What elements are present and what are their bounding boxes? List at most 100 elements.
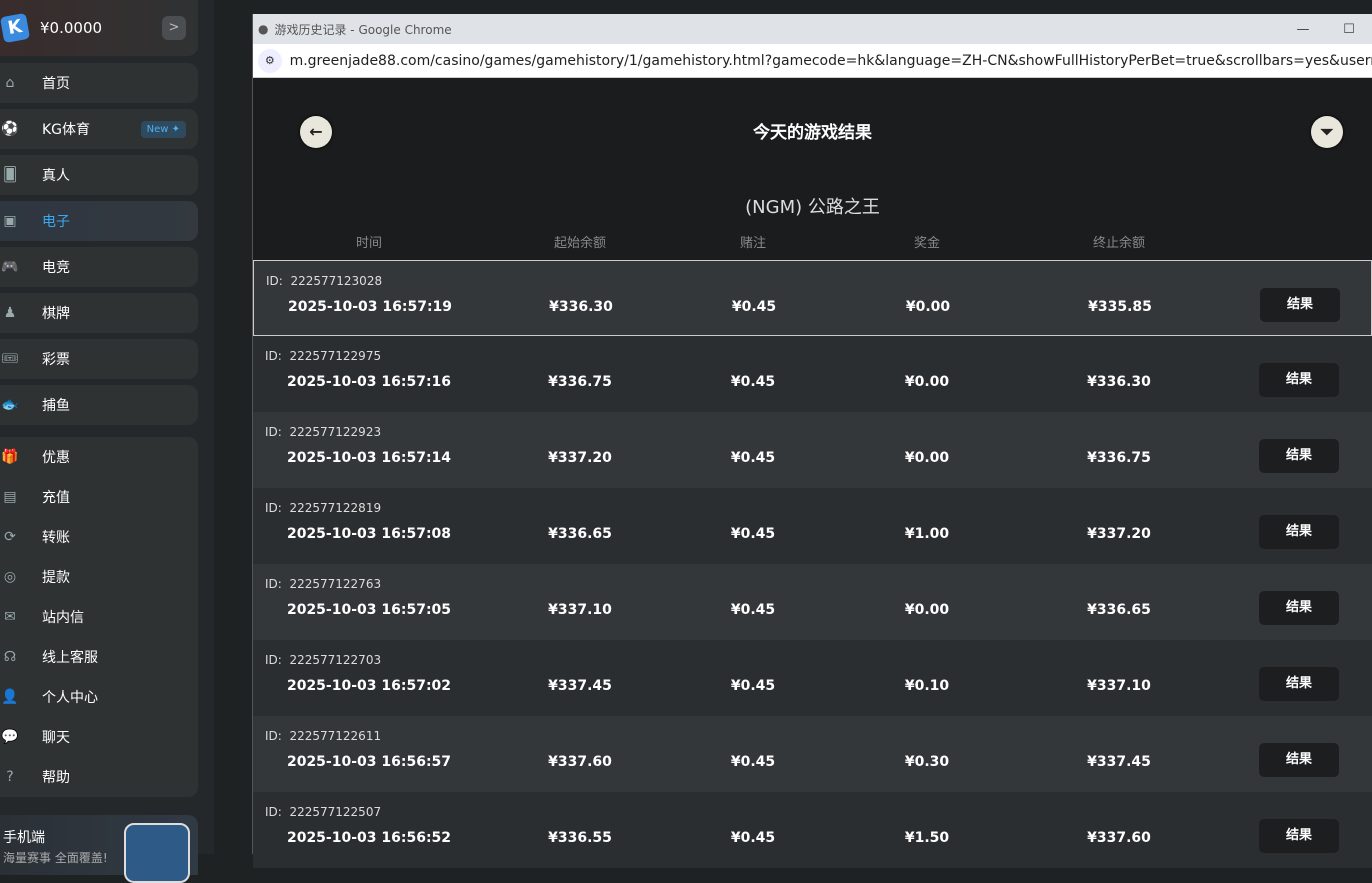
- history-row[interactable]: ID: 222577122923 2025-10-03 16:57:14 ¥33…: [253, 412, 1372, 488]
- menu-item-label: 聊天: [42, 730, 70, 746]
- round-id: ID: 222577122819: [265, 501, 382, 515]
- win: ¥0.00: [904, 450, 950, 466]
- sidebar-item-7[interactable]: 🐟 捕鱼: [0, 385, 198, 425]
- start-balance: ¥336.65: [548, 526, 612, 542]
- menu-item-0[interactable]: 🎁 优惠: [0, 437, 198, 477]
- page-title: 今天的游戏结果: [753, 123, 872, 143]
- history-row[interactable]: ID: 222577122975 2025-10-03 16:57:16 ¥33…: [253, 336, 1372, 412]
- filter-icon[interactable]: ⏷: [1311, 116, 1343, 148]
- gift-icon: 🎁: [1, 449, 19, 465]
- time: 2025-10-03 16:56:52: [286, 830, 452, 846]
- time: 2025-10-03 16:57:08: [286, 526, 452, 542]
- result-button[interactable]: 结果: [1259, 515, 1339, 549]
- history-row[interactable]: ID: 222577122507 2025-10-03 16:56:52 ¥33…: [253, 792, 1372, 868]
- wallet-icon: ▤: [3, 489, 17, 505]
- col-time: 时间: [355, 236, 383, 251]
- sidebar-item-6[interactable]: 🎟 彩票: [0, 339, 198, 379]
- history-row[interactable]: ID: 222577122819 2025-10-03 16:57:08 ¥33…: [253, 488, 1372, 564]
- menu-item-5[interactable]: ☊ 线上客服: [0, 637, 198, 677]
- sidebar-item-label: 彩票: [42, 352, 70, 368]
- win: ¥1.00: [904, 526, 950, 542]
- round-id: ID: 222577122611: [265, 729, 382, 743]
- bet: ¥0.45: [730, 678, 776, 694]
- round-id: ID: 222577122763: [265, 577, 382, 591]
- site-settings-icon[interactable]: ⚙: [258, 48, 282, 73]
- menu-item-6[interactable]: 👤 个人中心: [0, 677, 198, 717]
- end-balance: ¥337.60: [1087, 830, 1151, 846]
- start-balance: ¥337.45: [548, 678, 612, 694]
- menu-item-4[interactable]: ✉ 站内信: [0, 597, 198, 637]
- round-id: ID: 222577122923: [265, 425, 382, 439]
- chevron-right-icon[interactable]: >: [162, 16, 186, 40]
- win: ¥0.00: [904, 602, 950, 618]
- menu-item-label: 线上客服: [42, 650, 98, 666]
- round-id: ID: 222577122703: [265, 653, 382, 667]
- url[interactable]: m.greenjade88.com/casino/games/gamehisto…: [289, 52, 1372, 69]
- sidebar-item-2[interactable]: 🂠 真人: [0, 155, 198, 195]
- menu-item-3[interactable]: ◎ 提款: [0, 557, 198, 597]
- game-name: (NGM) 公路之王: [745, 197, 880, 218]
- sidebar-item-3[interactable]: ▣ 电子: [0, 201, 198, 241]
- mobile-app-promo[interactable]: 手机端 海量赛事 全面覆盖!: [0, 815, 198, 883]
- history-row[interactable]: ID: 222577122763 2025-10-03 16:57:05 ¥33…: [253, 564, 1372, 640]
- cards-icon: 🂠: [2, 167, 18, 183]
- win: ¥0.00: [904, 374, 950, 390]
- globe-icon: ●: [258, 22, 269, 36]
- help-icon: ?: [6, 769, 14, 785]
- history-row[interactable]: ID: 222577123028 2025-10-03 16:57:19 ¥33…: [253, 260, 1372, 336]
- minimize-button[interactable]: —: [1296, 21, 1310, 37]
- win: ¥1.50: [904, 830, 950, 846]
- menu-item-label: 转账: [42, 530, 70, 546]
- result-button[interactable]: 结果: [1259, 743, 1339, 777]
- result-button[interactable]: 结果: [1259, 591, 1339, 625]
- time: 2025-10-03 16:57:05: [286, 602, 452, 618]
- end-balance: ¥335.85: [1088, 299, 1152, 315]
- win: ¥0.10: [904, 678, 950, 694]
- history-row[interactable]: ID: 222577122703 2025-10-03 16:57:02 ¥33…: [253, 640, 1372, 716]
- sidebar-item-1[interactable]: ⚽ KG体育 New ✦: [0, 109, 198, 149]
- result-button[interactable]: 结果: [1259, 667, 1339, 701]
- menu-item-8[interactable]: ? 帮助: [0, 757, 198, 797]
- time: 2025-10-03 16:57:14: [286, 450, 452, 466]
- wallet-bar: K ¥0.0000 >: [0, 0, 198, 56]
- menu-item-label: 提款: [42, 570, 70, 586]
- end-balance: ¥336.75: [1087, 450, 1151, 466]
- balance: ¥0.0000: [40, 19, 103, 37]
- time: 2025-10-03 16:57:16: [286, 374, 452, 390]
- menu-item-7[interactable]: 💬 聊天: [0, 717, 198, 757]
- chat-icon: 💬: [1, 729, 19, 745]
- result-button[interactable]: 结果: [1259, 819, 1339, 853]
- promo-title: 手机端: [3, 830, 45, 846]
- back-arrow-icon[interactable]: ←: [300, 116, 332, 148]
- menu-item-label: 优惠: [42, 450, 70, 466]
- col-end-balance: 终止余额: [1092, 236, 1146, 251]
- home-icon: ⌂: [5, 75, 15, 91]
- sidebar-item-0[interactable]: ⌂ 首页: [0, 63, 198, 103]
- result-button[interactable]: 结果: [1260, 288, 1340, 322]
- start-balance: ¥336.55: [548, 830, 612, 846]
- menu-item-1[interactable]: ▤ 充值: [0, 477, 198, 517]
- promo-subtitle: 海量赛事 全面覆盖!: [3, 851, 108, 865]
- sidebar-item-label: 棋牌: [42, 306, 70, 322]
- col-bet: 赌注: [739, 236, 767, 251]
- result-button[interactable]: 结果: [1259, 439, 1339, 473]
- maximize-button[interactable]: ☐: [1343, 21, 1355, 37]
- result-button[interactable]: 结果: [1259, 363, 1339, 397]
- mail-icon: ✉: [4, 609, 16, 625]
- round-id: ID: 222577122975: [265, 349, 382, 363]
- sidebar-item-4[interactable]: 🎮 电竞: [0, 247, 198, 287]
- bet: ¥0.45: [730, 374, 776, 390]
- end-balance: ¥337.10: [1087, 678, 1151, 694]
- sidebar-item-label: KG体育: [42, 122, 91, 138]
- window-title: 游戏历史记录 - Google Chrome: [274, 22, 452, 37]
- column-headers: 时间 起始余额 赌注 奖金 终止余额: [253, 232, 1372, 256]
- sidebar-item-5[interactable]: ♟ 棋牌: [0, 293, 198, 333]
- bet: ¥0.45: [730, 450, 776, 466]
- history-row[interactable]: ID: 222577122611 2025-10-03 16:56:57 ¥33…: [253, 716, 1372, 792]
- start-balance: ¥336.30: [549, 299, 613, 315]
- kg-logo: K: [0, 12, 31, 44]
- phone-image: [124, 823, 190, 883]
- sidebar-item-label: 真人: [42, 168, 70, 184]
- address-bar[interactable]: ⚙ m.greenjade88.com/casino/games/gamehis…: [253, 44, 1372, 78]
- menu-item-2[interactable]: ⟳ 转账: [0, 517, 198, 557]
